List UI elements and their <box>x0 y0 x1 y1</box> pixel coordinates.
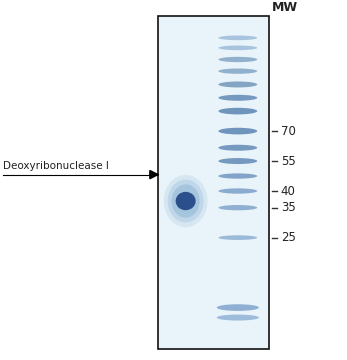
Ellipse shape <box>218 158 257 164</box>
Ellipse shape <box>218 235 257 240</box>
Bar <box>158 16 269 349</box>
Ellipse shape <box>218 145 257 151</box>
Ellipse shape <box>218 128 257 134</box>
Text: 25: 25 <box>281 231 296 244</box>
Ellipse shape <box>217 304 259 311</box>
Ellipse shape <box>218 81 257 87</box>
Text: 70: 70 <box>281 125 296 138</box>
Ellipse shape <box>172 184 200 218</box>
Ellipse shape <box>168 180 204 222</box>
Ellipse shape <box>218 174 257 179</box>
Ellipse shape <box>218 57 257 62</box>
Ellipse shape <box>218 45 257 50</box>
Ellipse shape <box>176 192 196 210</box>
Ellipse shape <box>218 95 257 101</box>
Ellipse shape <box>164 175 208 227</box>
Text: Deoxyribonuclease I: Deoxyribonuclease I <box>3 161 109 171</box>
Text: MW: MW <box>271 1 298 14</box>
Ellipse shape <box>218 108 257 114</box>
Text: 55: 55 <box>281 154 296 167</box>
Text: 40: 40 <box>281 185 296 198</box>
Ellipse shape <box>217 315 259 320</box>
Ellipse shape <box>218 205 257 210</box>
Text: 35: 35 <box>281 201 296 214</box>
Ellipse shape <box>218 188 257 194</box>
Ellipse shape <box>218 36 257 40</box>
Ellipse shape <box>218 68 257 74</box>
